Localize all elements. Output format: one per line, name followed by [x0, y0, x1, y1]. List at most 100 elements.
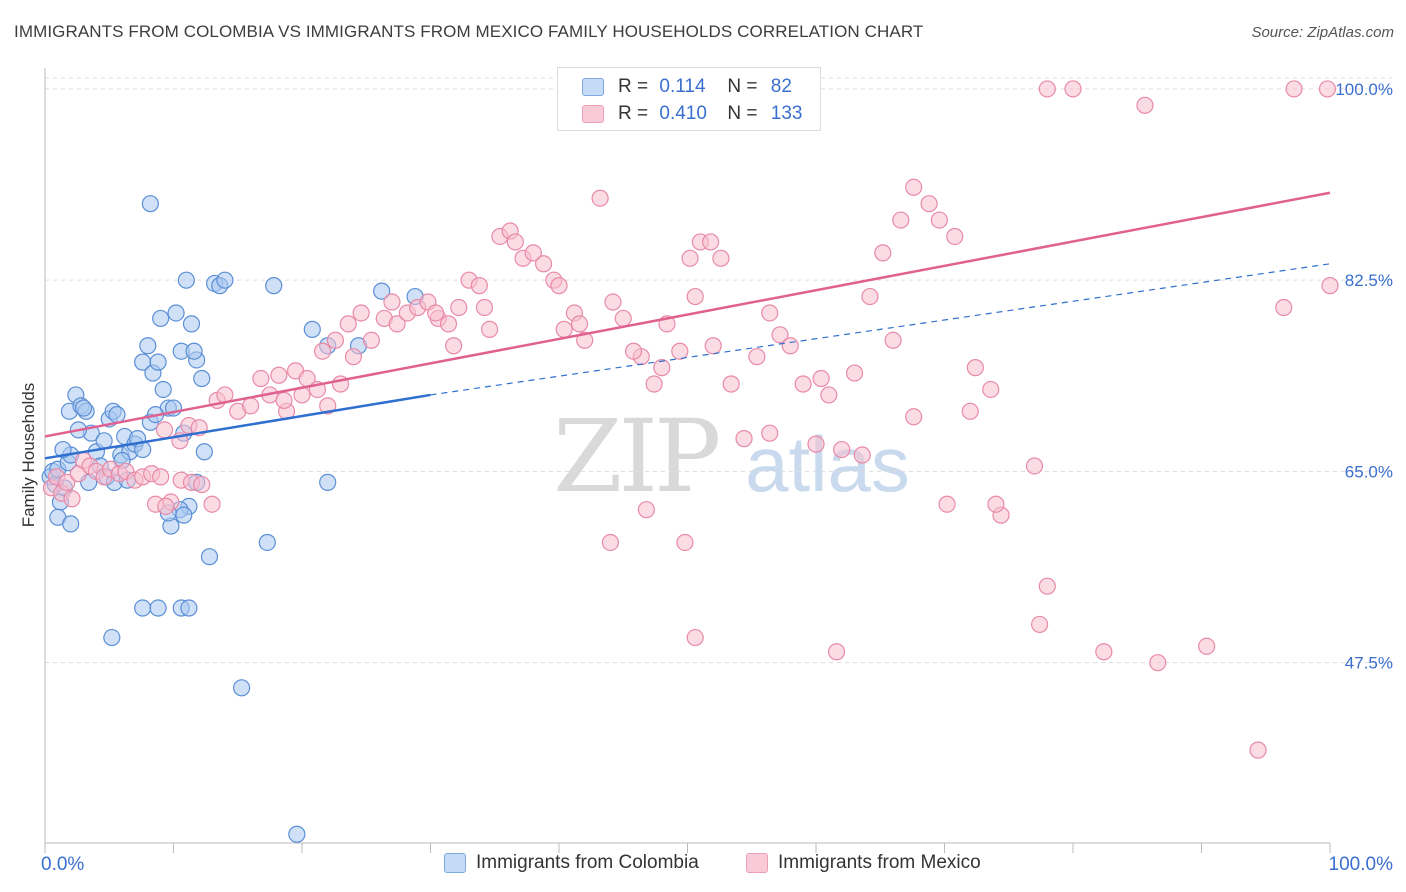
- x-tick-label: 100.0%: [1329, 854, 1394, 875]
- colombia-point: [154, 380, 172, 399]
- mexico-point: [203, 495, 221, 513]
- mexico-point: [1198, 637, 1216, 655]
- colombia-point: [288, 825, 306, 843]
- mexico-point: [326, 331, 345, 349]
- legend-r-label: R =: [618, 76, 649, 97]
- colombia-point: [216, 271, 234, 289]
- mexico-point: [1136, 96, 1154, 114]
- tick-labels: 47.5% 65.0% 82.5% 100.0% 0.0% 100.0%: [41, 80, 1393, 875]
- mexico-point: [576, 331, 594, 349]
- mexico-point: [63, 490, 81, 508]
- mexico-point: [1318, 80, 1337, 98]
- mexico-point: [807, 435, 825, 453]
- mexico-point: [845, 364, 864, 382]
- chart-title: IMMIGRANTS FROM COLOMBIA VS IMMIGRANTS F…: [14, 22, 924, 41]
- mexico-point: [614, 309, 632, 328]
- mexico-point: [601, 533, 620, 552]
- colombia-point: [149, 353, 167, 371]
- mexico-point: [686, 628, 704, 647]
- mexico-point: [524, 244, 542, 262]
- mexico-point: [827, 643, 846, 661]
- mexico-point: [704, 337, 722, 355]
- mexico-point: [450, 298, 468, 317]
- mexico-point: [339, 315, 357, 333]
- mexico-point: [884, 331, 902, 349]
- mexico-point: [653, 359, 671, 377]
- legend-r-value: 0.114: [659, 76, 706, 97]
- mexico-point: [1149, 654, 1167, 672]
- mexico-point: [735, 430, 753, 448]
- mexico-point: [781, 337, 799, 355]
- mexico-point: [362, 331, 380, 349]
- colombia-point: [139, 337, 157, 355]
- colombia-point: [303, 320, 321, 338]
- legend-n-value: 133: [770, 103, 803, 124]
- mexico-point: [637, 501, 655, 519]
- mexico-point: [671, 342, 689, 360]
- mexico-point: [475, 298, 494, 317]
- legend-swatch-colombia: [582, 78, 604, 96]
- chart-source: Source: ZipAtlas.com: [1251, 24, 1394, 41]
- mexico-point: [344, 348, 362, 366]
- legend-r-value: 0.410: [659, 103, 707, 124]
- grid-lines: [45, 77, 1392, 664]
- colombia-point: [233, 679, 251, 697]
- mexico-point: [761, 304, 779, 322]
- mexico-points: [42, 80, 1339, 759]
- mexico-point: [270, 366, 288, 384]
- legend-row-mexico: R = 0.410 N = 133: [558, 101, 802, 127]
- colombia-point: [177, 271, 195, 289]
- colombia-point: [265, 277, 283, 295]
- colombia-point: [108, 406, 126, 424]
- mexico-point: [1064, 80, 1082, 98]
- series-swatch-colombia: [444, 853, 466, 873]
- mexico-point: [982, 380, 1000, 399]
- mexico-point: [645, 375, 663, 393]
- mexico-point: [427, 304, 445, 322]
- mexico-point: [874, 244, 892, 262]
- colombia-point: [182, 315, 201, 333]
- mexico-point: [905, 408, 923, 426]
- colombia-point: [180, 599, 198, 617]
- colombia-point: [62, 515, 80, 533]
- series-legend: Immigrants from Colombia Immigrants from…: [0, 852, 1406, 878]
- legend-row-colombia: R = 0.114 N = 82: [558, 74, 792, 100]
- mexico-trend-line: [44, 191, 1331, 438]
- mexico-point: [1275, 298, 1293, 317]
- mexico-point: [938, 495, 956, 513]
- mexico-point: [966, 359, 984, 377]
- mexico-point: [930, 211, 948, 229]
- colombia-point: [103, 628, 121, 647]
- mexico-point: [861, 287, 879, 306]
- mexico-point: [275, 391, 293, 409]
- mexico-point: [534, 255, 553, 273]
- mexico-point: [853, 446, 871, 464]
- mexico-point: [722, 375, 740, 393]
- mexico-point: [470, 277, 488, 295]
- y-tick-label: 47.5%: [1345, 654, 1393, 673]
- mexico-point: [506, 233, 524, 251]
- mexico-point: [761, 424, 779, 442]
- mexico-point: [383, 293, 401, 311]
- colombia-point: [373, 282, 391, 300]
- mexico-point: [1038, 577, 1056, 595]
- series-legend-colombia: Immigrants from Colombia: [444, 852, 699, 874]
- colombia-point: [185, 342, 203, 360]
- mexico-point: [352, 304, 370, 322]
- mexico-point: [987, 495, 1005, 513]
- mexico-point: [712, 249, 730, 267]
- correlation-legend: R = 0.114 N = 82 R = 0.410 N = 133: [557, 67, 821, 131]
- colombia-point: [319, 473, 337, 491]
- y-tick-label: 82.5%: [1345, 271, 1393, 290]
- series-legend-mexico: Immigrants from Mexico: [746, 852, 981, 874]
- mexico-point: [152, 468, 170, 486]
- legend-n-label: N =: [727, 76, 758, 97]
- mexico-point: [1321, 277, 1339, 295]
- colombia-point: [200, 548, 219, 566]
- y-tick-label: 100.0%: [1335, 80, 1393, 99]
- mexico-point: [155, 421, 174, 439]
- mexico-point: [961, 402, 979, 420]
- colombia-point: [134, 599, 152, 617]
- mexico-point: [319, 397, 337, 415]
- legend-swatch-mexico: [582, 105, 604, 123]
